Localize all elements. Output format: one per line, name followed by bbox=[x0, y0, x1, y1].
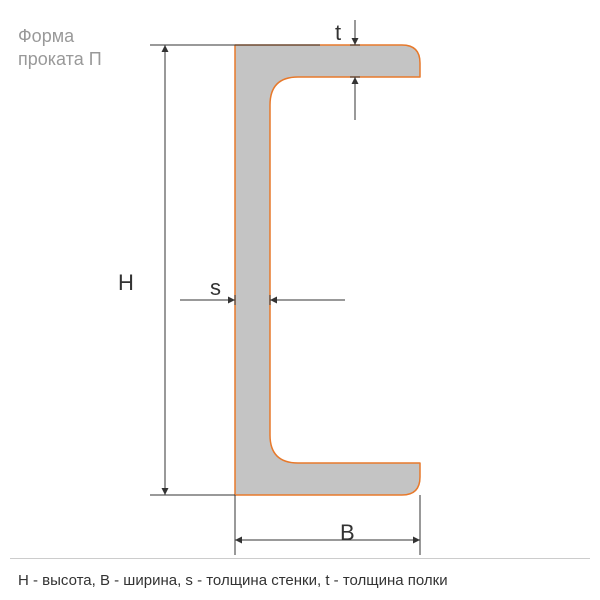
label-t: t bbox=[335, 20, 341, 46]
label-H: H bbox=[118, 270, 134, 296]
title-line1: Форма bbox=[18, 26, 74, 46]
technical-drawing bbox=[0, 0, 600, 600]
diagram-title: Форма проката П bbox=[18, 25, 102, 72]
label-B: B bbox=[340, 520, 355, 546]
legend-text: H - высота, B - ширина, s - толщина стен… bbox=[18, 572, 448, 589]
legend-divider bbox=[10, 558, 590, 559]
title-line2: проката П bbox=[18, 49, 102, 69]
label-s: s bbox=[210, 275, 221, 301]
